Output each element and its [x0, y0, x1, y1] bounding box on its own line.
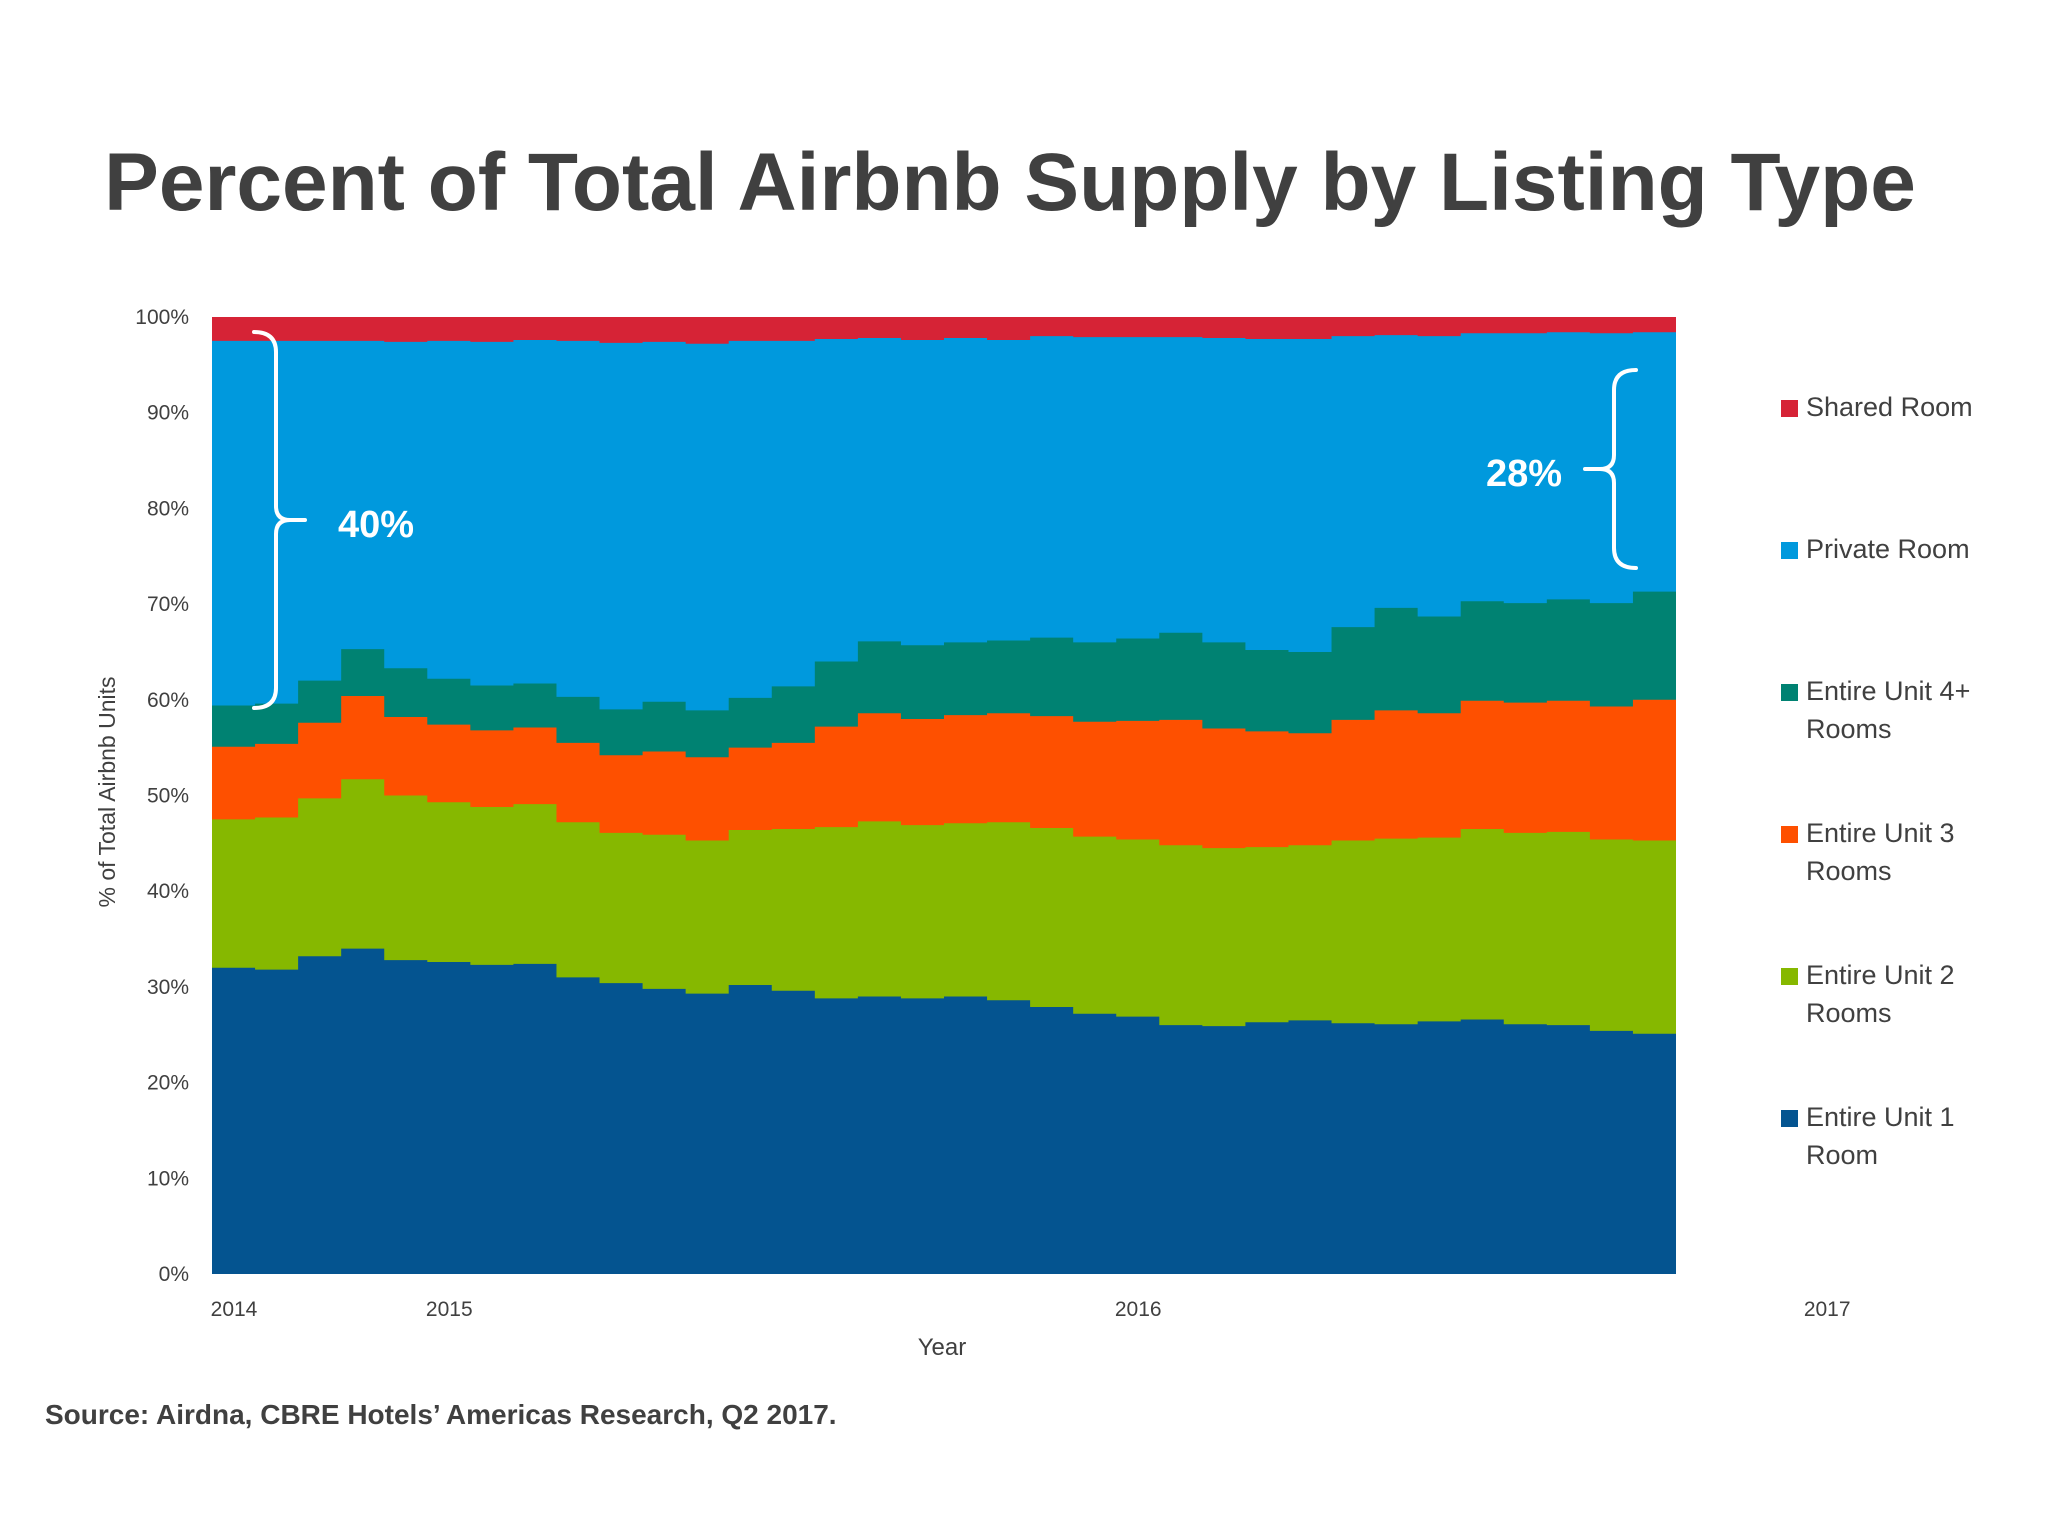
- y-tick-label: 90%: [147, 402, 189, 425]
- y-tick-label: 100%: [135, 306, 189, 329]
- source-note: Source: Airdna, CBRE Hotels’ Americas Re…: [45, 1399, 837, 1430]
- legend-label: Rooms: [1806, 856, 1892, 886]
- legend-swatch: [1781, 826, 1798, 843]
- chart-title: Percent of Total Airbnb Supply by Listin…: [104, 137, 1916, 228]
- legend-label: Shared Room: [1806, 392, 1973, 422]
- x-axis-ticks: 2014 2015 2016 2017: [211, 1298, 1851, 1321]
- y-tick-label: 80%: [147, 497, 189, 520]
- legend-item: Private Room: [1781, 534, 1970, 564]
- x-axis-label: Year: [918, 1334, 967, 1361]
- legend-swatch: [1781, 1110, 1798, 1127]
- annotation-label: 28%: [1486, 453, 1562, 495]
- annotations: 40% 28%: [252, 330, 1638, 710]
- legend-swatch: [1781, 684, 1798, 701]
- y-axis-label: % of Total Airbnb Units: [94, 677, 120, 908]
- legend: Shared Room Private Room Entire Unit 4+ Roo…: [1781, 392, 1973, 1170]
- plot-areas: [212, 317, 1676, 1274]
- y-tick-label: 0%: [159, 1263, 189, 1286]
- y-tick-label: 20%: [147, 1072, 189, 1095]
- y-tick-label: 30%: [147, 976, 189, 999]
- legend-swatch: [1781, 400, 1798, 417]
- legend-label: Rooms: [1806, 714, 1892, 744]
- area-entire-unit-1-room: [212, 948, 1676, 1274]
- legend-swatch: [1781, 542, 1798, 559]
- legend-item: Entire Unit 3 Rooms: [1781, 818, 1955, 886]
- legend-label: Entire Unit 3: [1806, 818, 1955, 848]
- legend-swatch: [1781, 968, 1798, 985]
- legend-item: Entire Unit 2 Rooms: [1781, 960, 1955, 1028]
- annotation-label: 40%: [338, 504, 414, 546]
- x-tick-label: 2014: [211, 1298, 258, 1321]
- legend-label: Room: [1806, 1140, 1878, 1170]
- y-tick-label: 10%: [147, 1167, 189, 1190]
- y-axis-ticks: 0% 10% 20% 30% 40% 50% 60% 70% 80% 90% 100%: [135, 306, 189, 1286]
- legend-item: Shared Room: [1781, 392, 1973, 422]
- bracket-annotation: [1598, 368, 1638, 570]
- y-tick-label: 70%: [147, 593, 189, 616]
- legend-label: Entire Unit 2: [1806, 960, 1955, 990]
- legend-label: Rooms: [1806, 998, 1892, 1028]
- legend-label: Entire Unit 4+: [1806, 676, 1970, 706]
- legend-label: Private Room: [1806, 534, 1970, 564]
- legend-item: Entire Unit 1 Room: [1781, 1102, 1955, 1170]
- y-tick-label: 50%: [147, 785, 189, 808]
- legend-label: Entire Unit 1: [1806, 1102, 1955, 1132]
- y-tick-label: 60%: [147, 689, 189, 712]
- x-tick-label: 2017: [1804, 1298, 1851, 1321]
- legend-item: Entire Unit 4+ Rooms: [1781, 676, 1970, 744]
- y-tick-label: 40%: [147, 880, 189, 903]
- bracket-annotation: [252, 330, 292, 710]
- x-tick-label: 2015: [426, 1298, 473, 1321]
- x-tick-label: 2016: [1115, 1298, 1162, 1321]
